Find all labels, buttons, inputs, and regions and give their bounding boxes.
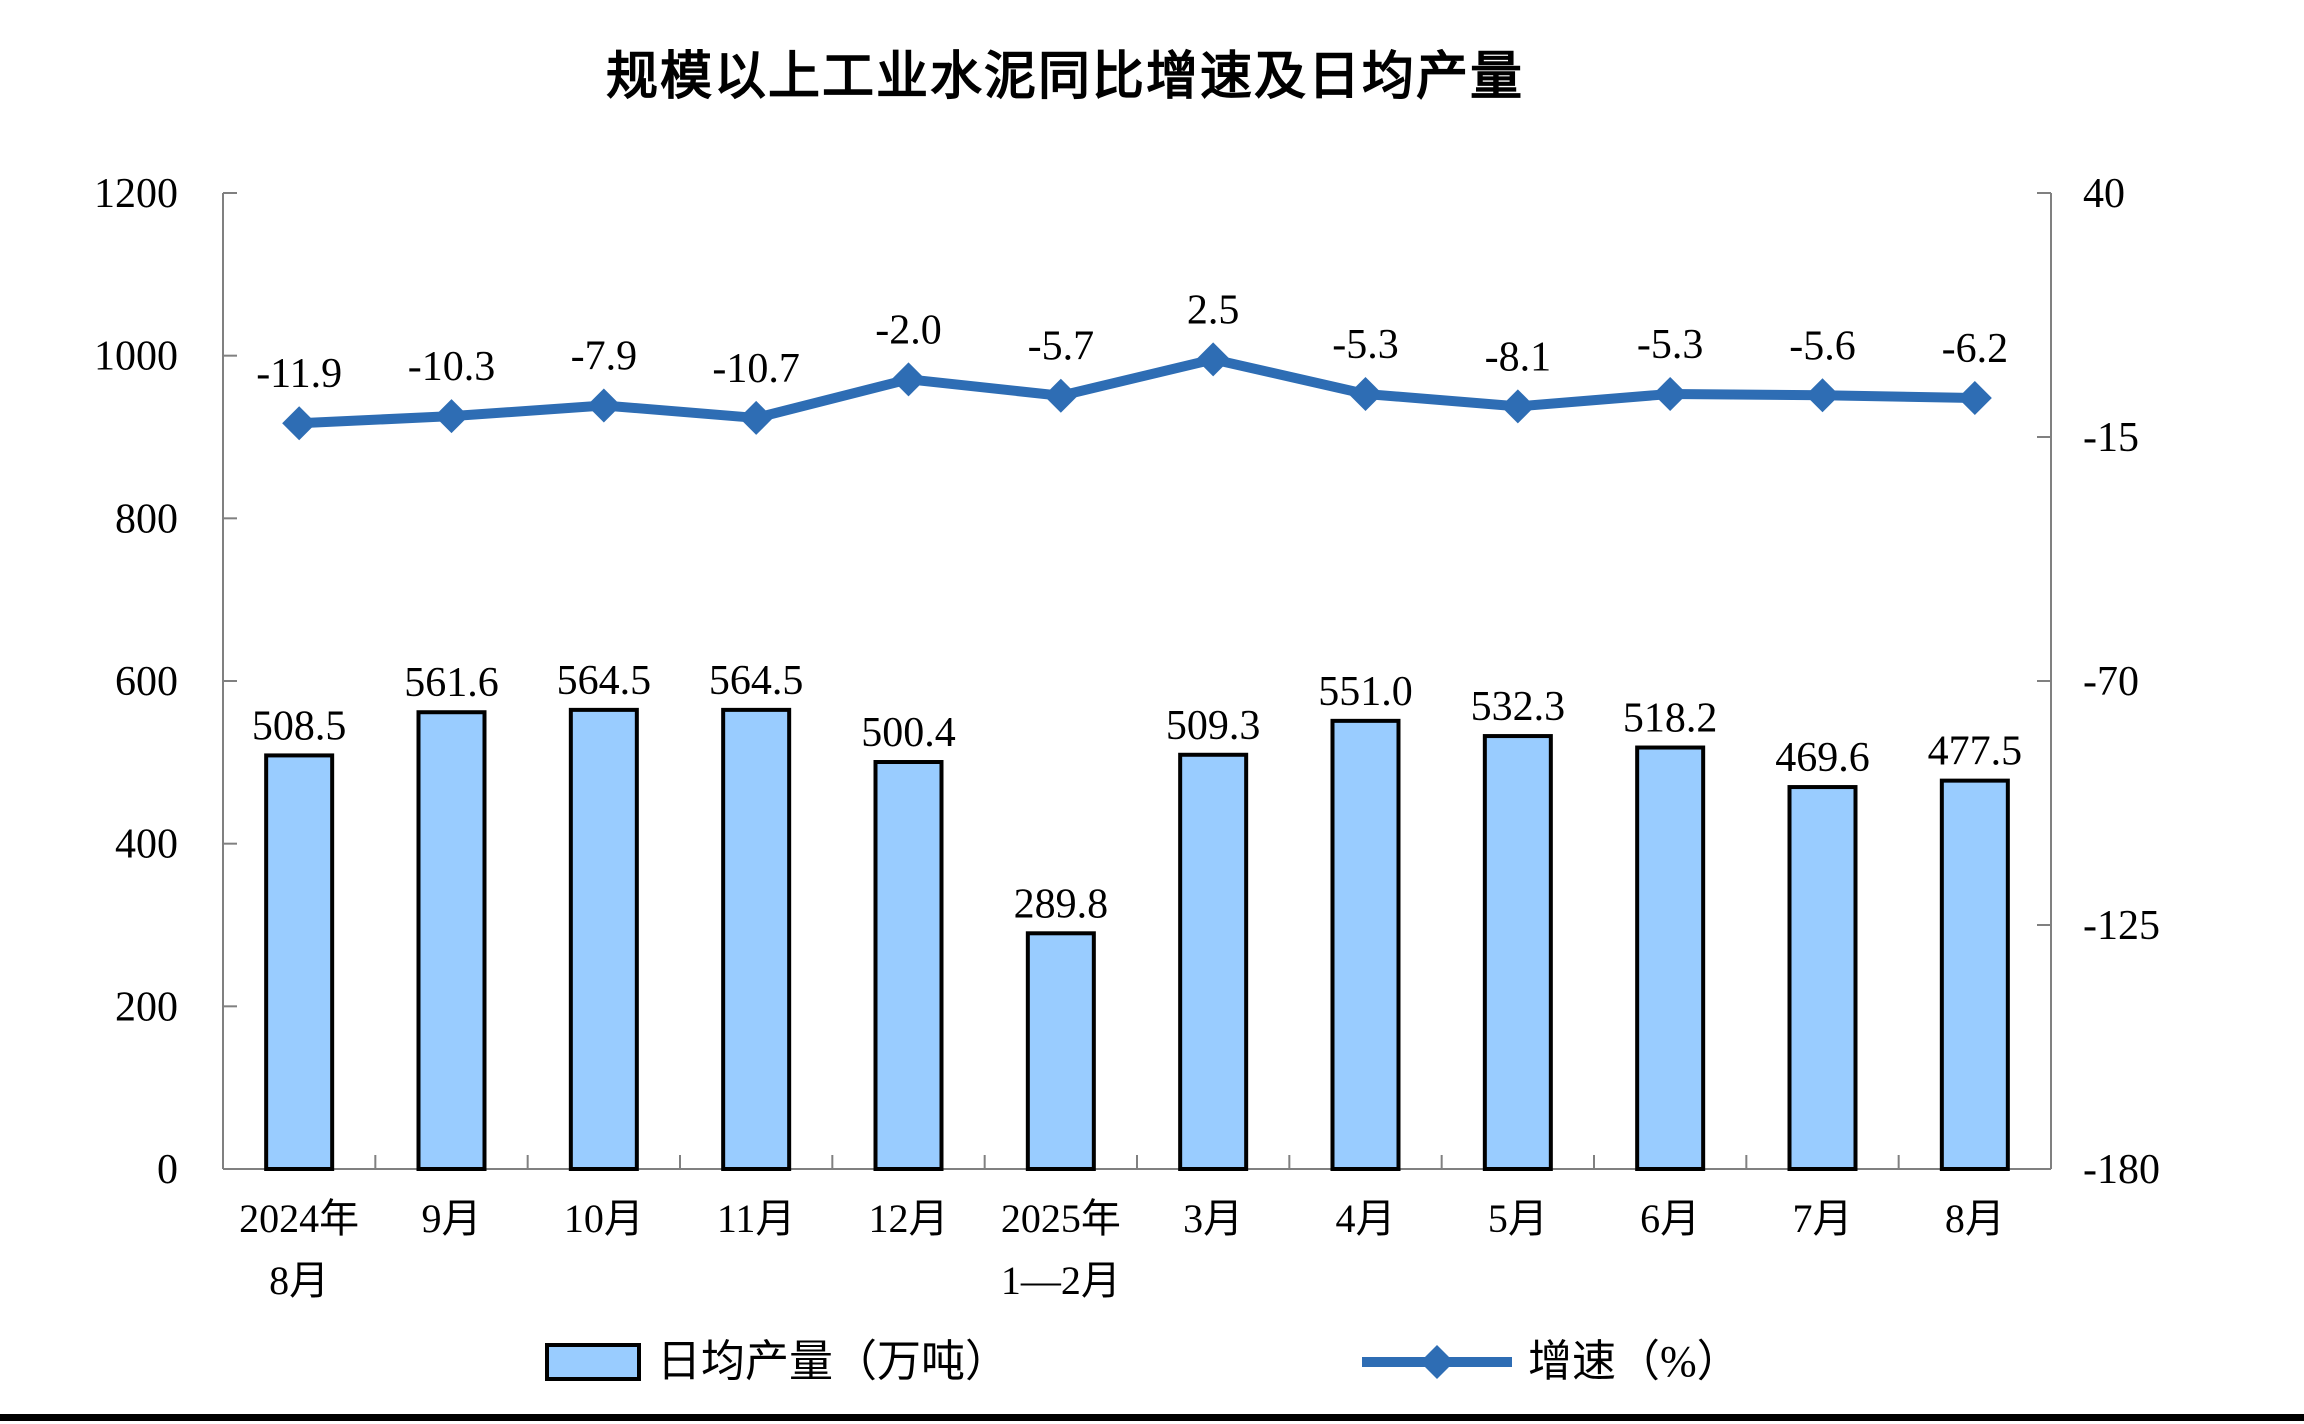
x-axis-category-label: 8月 <box>269 1258 329 1303</box>
bar <box>1787 785 1858 1171</box>
x-axis-category-label: 5月 <box>1488 1196 1548 1241</box>
legend-bar-label: 日均产量（万吨） <box>657 1337 1009 1386</box>
bar <box>1939 778 2010 1172</box>
x-axis-category-label: 9月 <box>422 1196 482 1241</box>
x-axis-category-label: 8月 <box>1945 1196 2005 1241</box>
growth-line-marker <box>586 388 621 423</box>
growth-line-value-label: -8.1 <box>1485 334 1552 380</box>
growth-line-value-label: -10.3 <box>408 344 496 390</box>
growth-line-marker <box>891 362 926 397</box>
x-axis-category-label: 3月 <box>1183 1196 1243 1241</box>
legend-bar-swatch <box>545 1343 641 1381</box>
y-axis-left-tick-label: 800 <box>115 496 178 542</box>
growth-line-value-label: -2.0 <box>875 307 942 353</box>
legend-item-daily-output: 日均产量（万吨） <box>545 1338 1009 1386</box>
growth-line-value-label: -5.7 <box>1028 324 1095 370</box>
bar <box>1178 752 1249 1171</box>
growth-line-marker <box>1500 389 1535 424</box>
y-axis-left-tick-label: 600 <box>115 659 178 705</box>
x-axis-category-label: 12月 <box>869 1196 949 1241</box>
growth-line-marker <box>1957 380 1992 415</box>
legend-item-growth-rate: 增速（%） <box>1362 1338 1741 1386</box>
bar <box>264 753 335 1171</box>
bar <box>416 710 487 1171</box>
y-axis-left-tick-label: 1200 <box>94 171 178 217</box>
bar <box>568 707 639 1172</box>
legend-line-label: 增速（%） <box>1528 1337 1741 1386</box>
bar <box>721 707 792 1172</box>
bar <box>1025 931 1096 1172</box>
y-axis-right-tick-label: 40 <box>2083 171 2125 217</box>
growth-line-value-label: -5.6 <box>1789 323 1856 369</box>
y-axis-right-tick-label: -125 <box>2083 903 2160 949</box>
x-axis-category-label: 6月 <box>1640 1196 1700 1241</box>
chart-title: 规模以上工业水泥同比增速及日均产量 <box>605 48 1524 106</box>
growth-line-marker <box>739 400 774 435</box>
bar-value-label: 564.5 <box>557 658 652 704</box>
y-axis-right-tick-label: -70 <box>2083 659 2139 705</box>
growth-line-value-label: 2.5 <box>1187 287 1240 333</box>
growth-line-value-label: -5.3 <box>1637 322 1704 368</box>
y-axis-left-tick-label: 0 <box>157 1147 178 1193</box>
growth-line-marker <box>434 399 469 434</box>
y-axis-left-tick-label: 400 <box>115 822 178 868</box>
y-axis-right-tick-label: -15 <box>2083 415 2139 461</box>
bar <box>1482 734 1553 1172</box>
bar-value-label: 561.6 <box>404 660 499 706</box>
legend-line-marker-icon <box>1362 1345 1512 1379</box>
growth-line-value-label: -5.3 <box>1332 322 1399 368</box>
x-axis-category-label: 7月 <box>1793 1196 1853 1241</box>
legend-line-diamond <box>1420 1345 1454 1379</box>
growth-line-value-label: -6.2 <box>1942 326 2009 372</box>
bar-value-label: 508.5 <box>252 703 347 749</box>
growth-line-value-label: -11.9 <box>256 351 342 397</box>
bar-value-label: 564.5 <box>709 658 804 704</box>
bar-value-label: 477.5 <box>1928 729 2023 775</box>
growth-line-marker <box>1348 376 1383 411</box>
x-axis-category-label: 2025年 <box>1001 1196 1121 1241</box>
bar-value-label: 518.2 <box>1623 696 1718 742</box>
x-axis-category-label: 2024年 <box>239 1196 359 1241</box>
bottom-rule <box>0 1414 2304 1421</box>
growth-line-marker <box>1653 376 1688 411</box>
growth-line-marker <box>1805 378 1840 413</box>
growth-line-marker <box>1043 378 1078 413</box>
x-axis-category-label: 4月 <box>1336 1196 1396 1241</box>
x-axis-category-label: 11月 <box>717 1196 796 1241</box>
bar-value-label: 532.3 <box>1471 684 1566 730</box>
bar-value-label: 509.3 <box>1166 703 1261 749</box>
bar-value-label: 469.6 <box>1775 735 1870 781</box>
growth-line-marker <box>1196 342 1231 377</box>
bar-value-label: 500.4 <box>861 710 956 756</box>
y-axis-left-tick-label: 1000 <box>94 334 178 380</box>
bar <box>873 760 944 1171</box>
x-axis-category-label: 10月 <box>564 1196 644 1241</box>
x-axis-category-label: 1—2月 <box>1001 1258 1121 1303</box>
growth-line-value-label: -10.7 <box>712 346 800 392</box>
y-axis-left-tick-label: 200 <box>115 984 178 1030</box>
y-axis-right-tick-label: -180 <box>2083 1147 2160 1193</box>
growth-line <box>294 354 1980 429</box>
bar-value-label: 551.0 <box>1318 669 1413 715</box>
bar-value-label: 289.8 <box>1014 881 1109 927</box>
growth-line-value-label: -7.9 <box>571 334 638 380</box>
bar <box>1330 718 1401 1171</box>
bar <box>1635 745 1706 1171</box>
growth-line-marker <box>282 406 317 441</box>
